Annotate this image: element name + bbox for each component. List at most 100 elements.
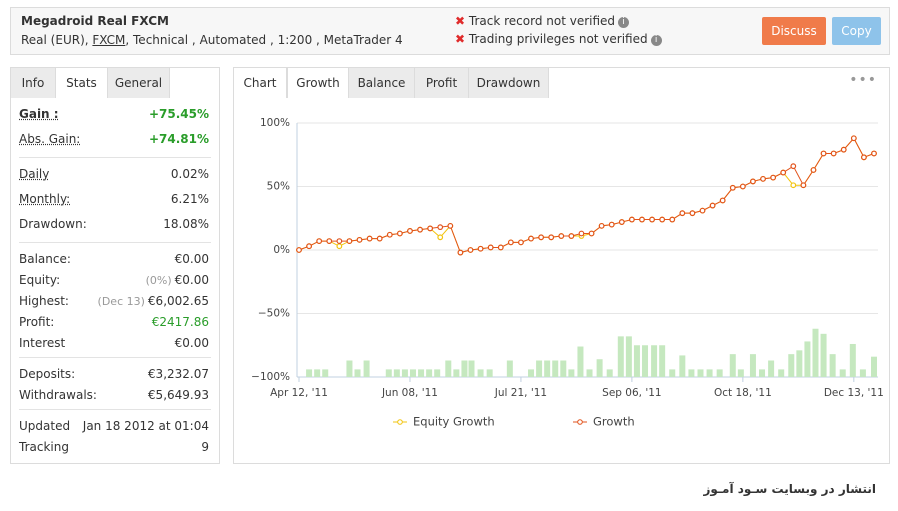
stat-label: Withdrawals: xyxy=(19,388,97,402)
tab[interactable]: Stats xyxy=(56,68,108,98)
tab[interactable]: Info xyxy=(11,68,56,98)
stat-value: €2417.86 xyxy=(152,312,209,332)
stat-number: Jan 18 2012 at 01:04 xyxy=(82,419,209,433)
tab[interactable]: Balance xyxy=(349,68,415,98)
stat-label: Abs. Gain: xyxy=(19,132,81,146)
volume-bar xyxy=(606,369,613,377)
series-point xyxy=(437,224,444,231)
series-point xyxy=(649,216,655,223)
tab[interactable]: Growth xyxy=(287,68,349,98)
series-point xyxy=(608,221,615,228)
tab[interactable]: Drawdown xyxy=(469,68,549,98)
stat-label: Daily xyxy=(19,167,50,181)
series-point xyxy=(861,154,867,161)
stat-value: €3,232.07 xyxy=(148,364,209,384)
series-point xyxy=(810,167,817,173)
tab[interactable]: Chart xyxy=(234,68,287,98)
volume-bar xyxy=(706,369,713,377)
volume-bar xyxy=(812,328,819,377)
discuss-button[interactable]: Discuss xyxy=(762,17,826,45)
series-point xyxy=(820,150,827,157)
stat-value: 9 xyxy=(201,437,209,457)
x-tick-label: Dec 13, '11 xyxy=(824,387,884,399)
stat-note: (0%) xyxy=(145,274,172,287)
series-point xyxy=(719,197,726,204)
series-point xyxy=(548,234,555,241)
stat-value: €0.00 xyxy=(175,333,209,353)
stat-row: Withdrawals: €5,649.93 xyxy=(19,385,209,405)
x-tick-label: Jul 21, '11 xyxy=(494,387,547,399)
volume-bar xyxy=(346,360,353,377)
volume-bar xyxy=(314,369,321,377)
tab[interactable]: Profit xyxy=(415,68,469,98)
volume-bar xyxy=(716,369,723,377)
broker-link[interactable]: FXCM xyxy=(92,33,126,47)
volume-bar xyxy=(477,369,484,377)
volume-bar xyxy=(560,360,567,377)
series-point xyxy=(558,233,565,239)
stat-label: Highest: xyxy=(19,294,69,308)
volume-bar xyxy=(418,369,425,377)
stat-label: Drawdown: xyxy=(19,217,87,231)
copy-button[interactable]: Copy xyxy=(832,17,881,45)
volume-bar xyxy=(596,359,603,377)
stat-row: Balance: €0.00 xyxy=(19,249,209,269)
volume-bar xyxy=(617,336,624,377)
volume-bar xyxy=(445,360,452,377)
verification: ✖ Track record not verified i xyxy=(455,14,630,28)
series-point xyxy=(497,244,504,251)
stat-label: Updated xyxy=(19,419,71,433)
stat-value: +75.45% xyxy=(149,104,209,124)
stat-note: (Dec 13) xyxy=(97,295,145,308)
series-point xyxy=(709,202,716,209)
stat-row: Deposits: €3,232.07 xyxy=(19,364,209,384)
stat-number: 6.21% xyxy=(170,192,209,206)
stat-row: Interest €0.00 xyxy=(19,333,209,353)
volume-bar xyxy=(768,360,775,377)
stat-number: €3,232.07 xyxy=(147,367,209,381)
stat-row: Highest: (Dec 13) €6,002.65 xyxy=(19,291,209,311)
series-point xyxy=(840,146,847,153)
series-point xyxy=(871,150,877,157)
legend-label: Growth xyxy=(593,415,635,429)
tab[interactable]: General xyxy=(108,68,170,98)
series-point xyxy=(800,182,807,189)
stat-number: +74.81% xyxy=(148,132,209,146)
y-tick-label: 50% xyxy=(267,181,290,193)
y-tick-label: −50% xyxy=(258,308,290,320)
legend-marker xyxy=(577,419,583,425)
chart-panel: Chart Growth Balance Profit Drawdown ••• xyxy=(233,67,890,464)
stat-value: €5,649.93 xyxy=(148,385,209,405)
volume-bar xyxy=(536,360,543,377)
stat-number: €0.00 xyxy=(174,336,209,350)
series-point xyxy=(739,183,746,190)
volume-bar xyxy=(568,369,575,377)
volume-bar xyxy=(625,336,632,377)
stat-number: 18.08% xyxy=(163,217,209,231)
series-point xyxy=(760,175,766,182)
series-point xyxy=(457,249,464,256)
stat-number: €2417.86 xyxy=(151,315,209,329)
series-point xyxy=(790,163,797,170)
stat-number: +75.45% xyxy=(148,107,209,121)
series-point xyxy=(679,210,686,217)
volume-bar xyxy=(434,369,441,377)
verification-text: Track record not verified xyxy=(468,14,616,28)
volume-bar xyxy=(839,369,846,377)
verification: ✖ Trading privileges not verified i xyxy=(455,32,662,46)
stat-label: Interest xyxy=(19,336,66,350)
series-point xyxy=(417,226,423,233)
series-point xyxy=(598,222,605,229)
volume-bar xyxy=(393,369,400,377)
volume-bar xyxy=(697,369,704,377)
series-point xyxy=(780,169,787,176)
series-point xyxy=(588,230,595,237)
menu-icon[interactable]: ••• xyxy=(849,72,877,88)
volume-bar xyxy=(820,333,827,377)
series-point xyxy=(306,243,312,250)
volume-bar xyxy=(804,341,811,377)
volume-bar xyxy=(461,360,468,377)
series-point xyxy=(477,245,484,252)
stats-panel: Info Stats General Gain : +75.45% Abs. Gai… xyxy=(10,67,220,464)
